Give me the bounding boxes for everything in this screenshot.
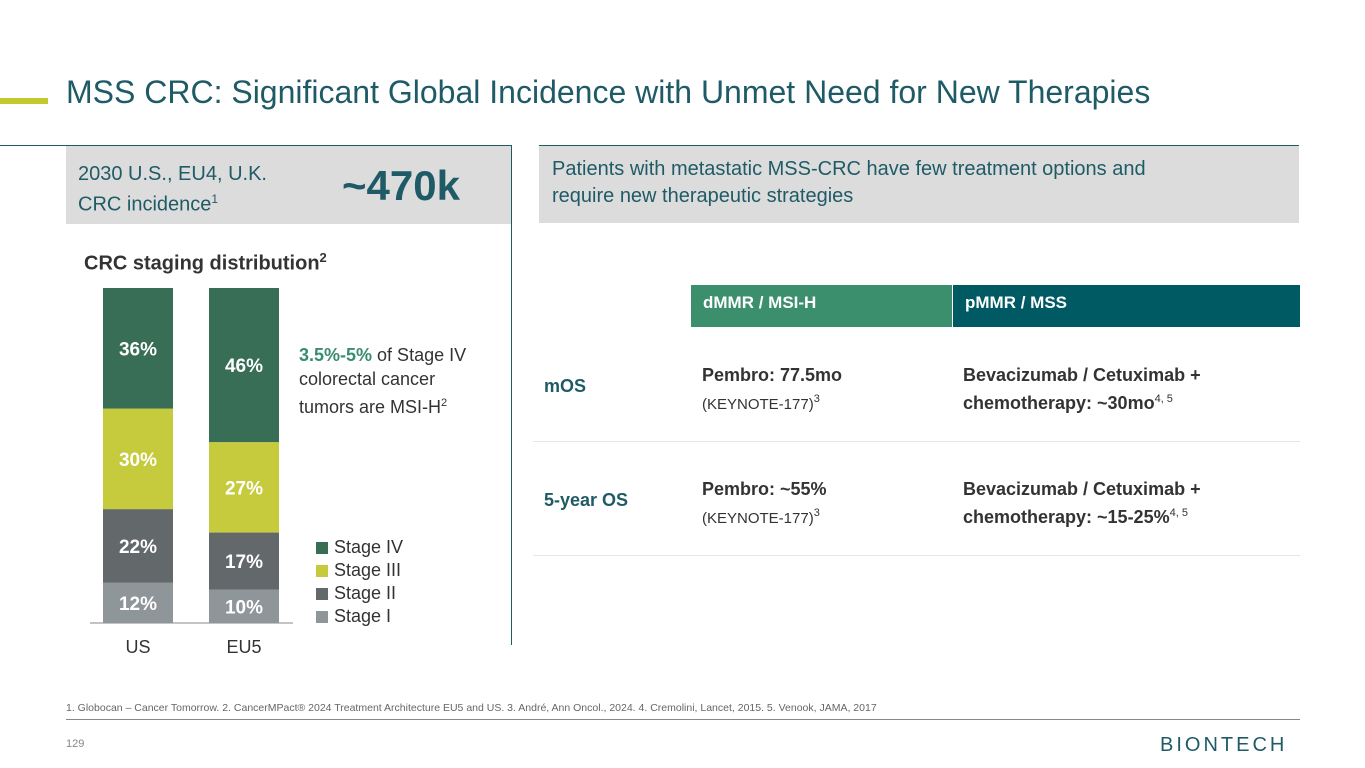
data-label-us-stage-ii: 22% (119, 537, 157, 558)
data-label-eu5-stage-i: 10% (225, 597, 263, 618)
x-tick-label-us: US (125, 637, 150, 657)
legend-item-stage-ii: Stage II (316, 582, 403, 605)
footer-divider (66, 719, 1300, 720)
bar-segment-us-stage-iii (103, 408, 173, 510)
row-label-mos: mOS (544, 376, 587, 396)
incidence-box: 2030 U.S., EU4, U.K. CRC incidence1 ~470… (66, 146, 511, 224)
bar-segment-eu5-stage-iii (209, 442, 279, 533)
left-panel: 2030 U.S., EU4, U.K. CRC incidence1 ~470… (0, 145, 512, 645)
legend-swatch (316, 587, 328, 600)
staging-chart: 12% 22% 30% 36% US 10% 17% 27% 46% EU5 (90, 288, 293, 657)
legend-item-stage-i: Stage I (316, 605, 403, 628)
biontech-logo: BIONTECH (1160, 734, 1287, 755)
legend-swatch (316, 610, 328, 623)
footnote-references: 1. Globocan – Cancer Tomorrow. 2. Cancer… (66, 702, 877, 714)
page-title: MSS CRC: Significant Global Incidence wi… (66, 74, 1151, 110)
data-label-us-stage-i: 12% (119, 594, 157, 615)
column-header-dmmr: dMMR / MSI-H (691, 285, 952, 327)
incidence-value: ~470k (342, 162, 460, 209)
legend-label: Stage III (334, 560, 402, 580)
data-label-eu5-stage-iii: 27% (225, 478, 263, 499)
bar-segment-us-stage-ii (103, 509, 173, 583)
data-label-us-stage-iii: 30% (119, 450, 157, 471)
title-accent-bar (0, 98, 48, 104)
legend-label: Stage II (334, 583, 397, 603)
row-divider (533, 441, 1300, 442)
legend-label: Stage I (334, 606, 392, 626)
cell-5yr-pmmr: Bevacizumab / Cetuximab + chemotherapy: … (963, 479, 1201, 527)
legend-swatch (316, 564, 328, 577)
x-tick-label-eu5: EU5 (226, 637, 261, 657)
cell-mos-dmmr: Pembro: 77.5mo (KEYNOTE-177)3 (702, 365, 843, 413)
incidence-label: 2030 U.S., EU4, U.K. CRC incidence1 (78, 163, 267, 216)
legend-item-stage-iv: Stage IV (316, 536, 403, 559)
unmet-need-text: Patients with metastatic MSS-CRC have fe… (552, 158, 1146, 207)
column-header-pmmr: pMMR / MSS (952, 285, 1300, 327)
legend-label: Stage IV (334, 537, 404, 557)
cell-5yr-dmmr: Pembro: ~55% (KEYNOTE-177)3 (702, 479, 827, 527)
bar-segment-eu5-stage-iv (209, 288, 279, 443)
bar-segment-us-stage-iv (103, 288, 173, 409)
page-number: 129 (66, 738, 85, 750)
unmet-need-header: Patients with metastatic MSS-CRC have fe… (539, 145, 1299, 223)
msi-note: 3.5%-5% of Stage IV colorectal cancer tu… (299, 345, 467, 417)
bar-segment-us-stage-i (103, 582, 173, 623)
cell-mos-pmmr: Bevacizumab / Cetuximab + chemotherapy: … (963, 365, 1201, 413)
row-label-5yr-os: 5-year OS (544, 490, 629, 510)
bar-segment-eu5-stage-i (209, 589, 279, 623)
chart-legend: Stage IV Stage III Stage II Stage I (316, 536, 403, 628)
legend-swatch (316, 541, 328, 554)
bar-segment-eu5-stage-ii (209, 532, 279, 590)
data-label-eu5-stage-ii: 17% (225, 552, 263, 573)
row-divider (533, 555, 1300, 556)
svg-text:BIONTECH: BIONTECH (1160, 734, 1287, 755)
data-label-us-stage-iv: 36% (119, 339, 157, 360)
data-label-eu5-stage-iv: 46% (225, 356, 263, 377)
staging-title: CRC staging distribution2 (84, 250, 327, 275)
legend-item-stage-iii: Stage III (316, 559, 403, 582)
